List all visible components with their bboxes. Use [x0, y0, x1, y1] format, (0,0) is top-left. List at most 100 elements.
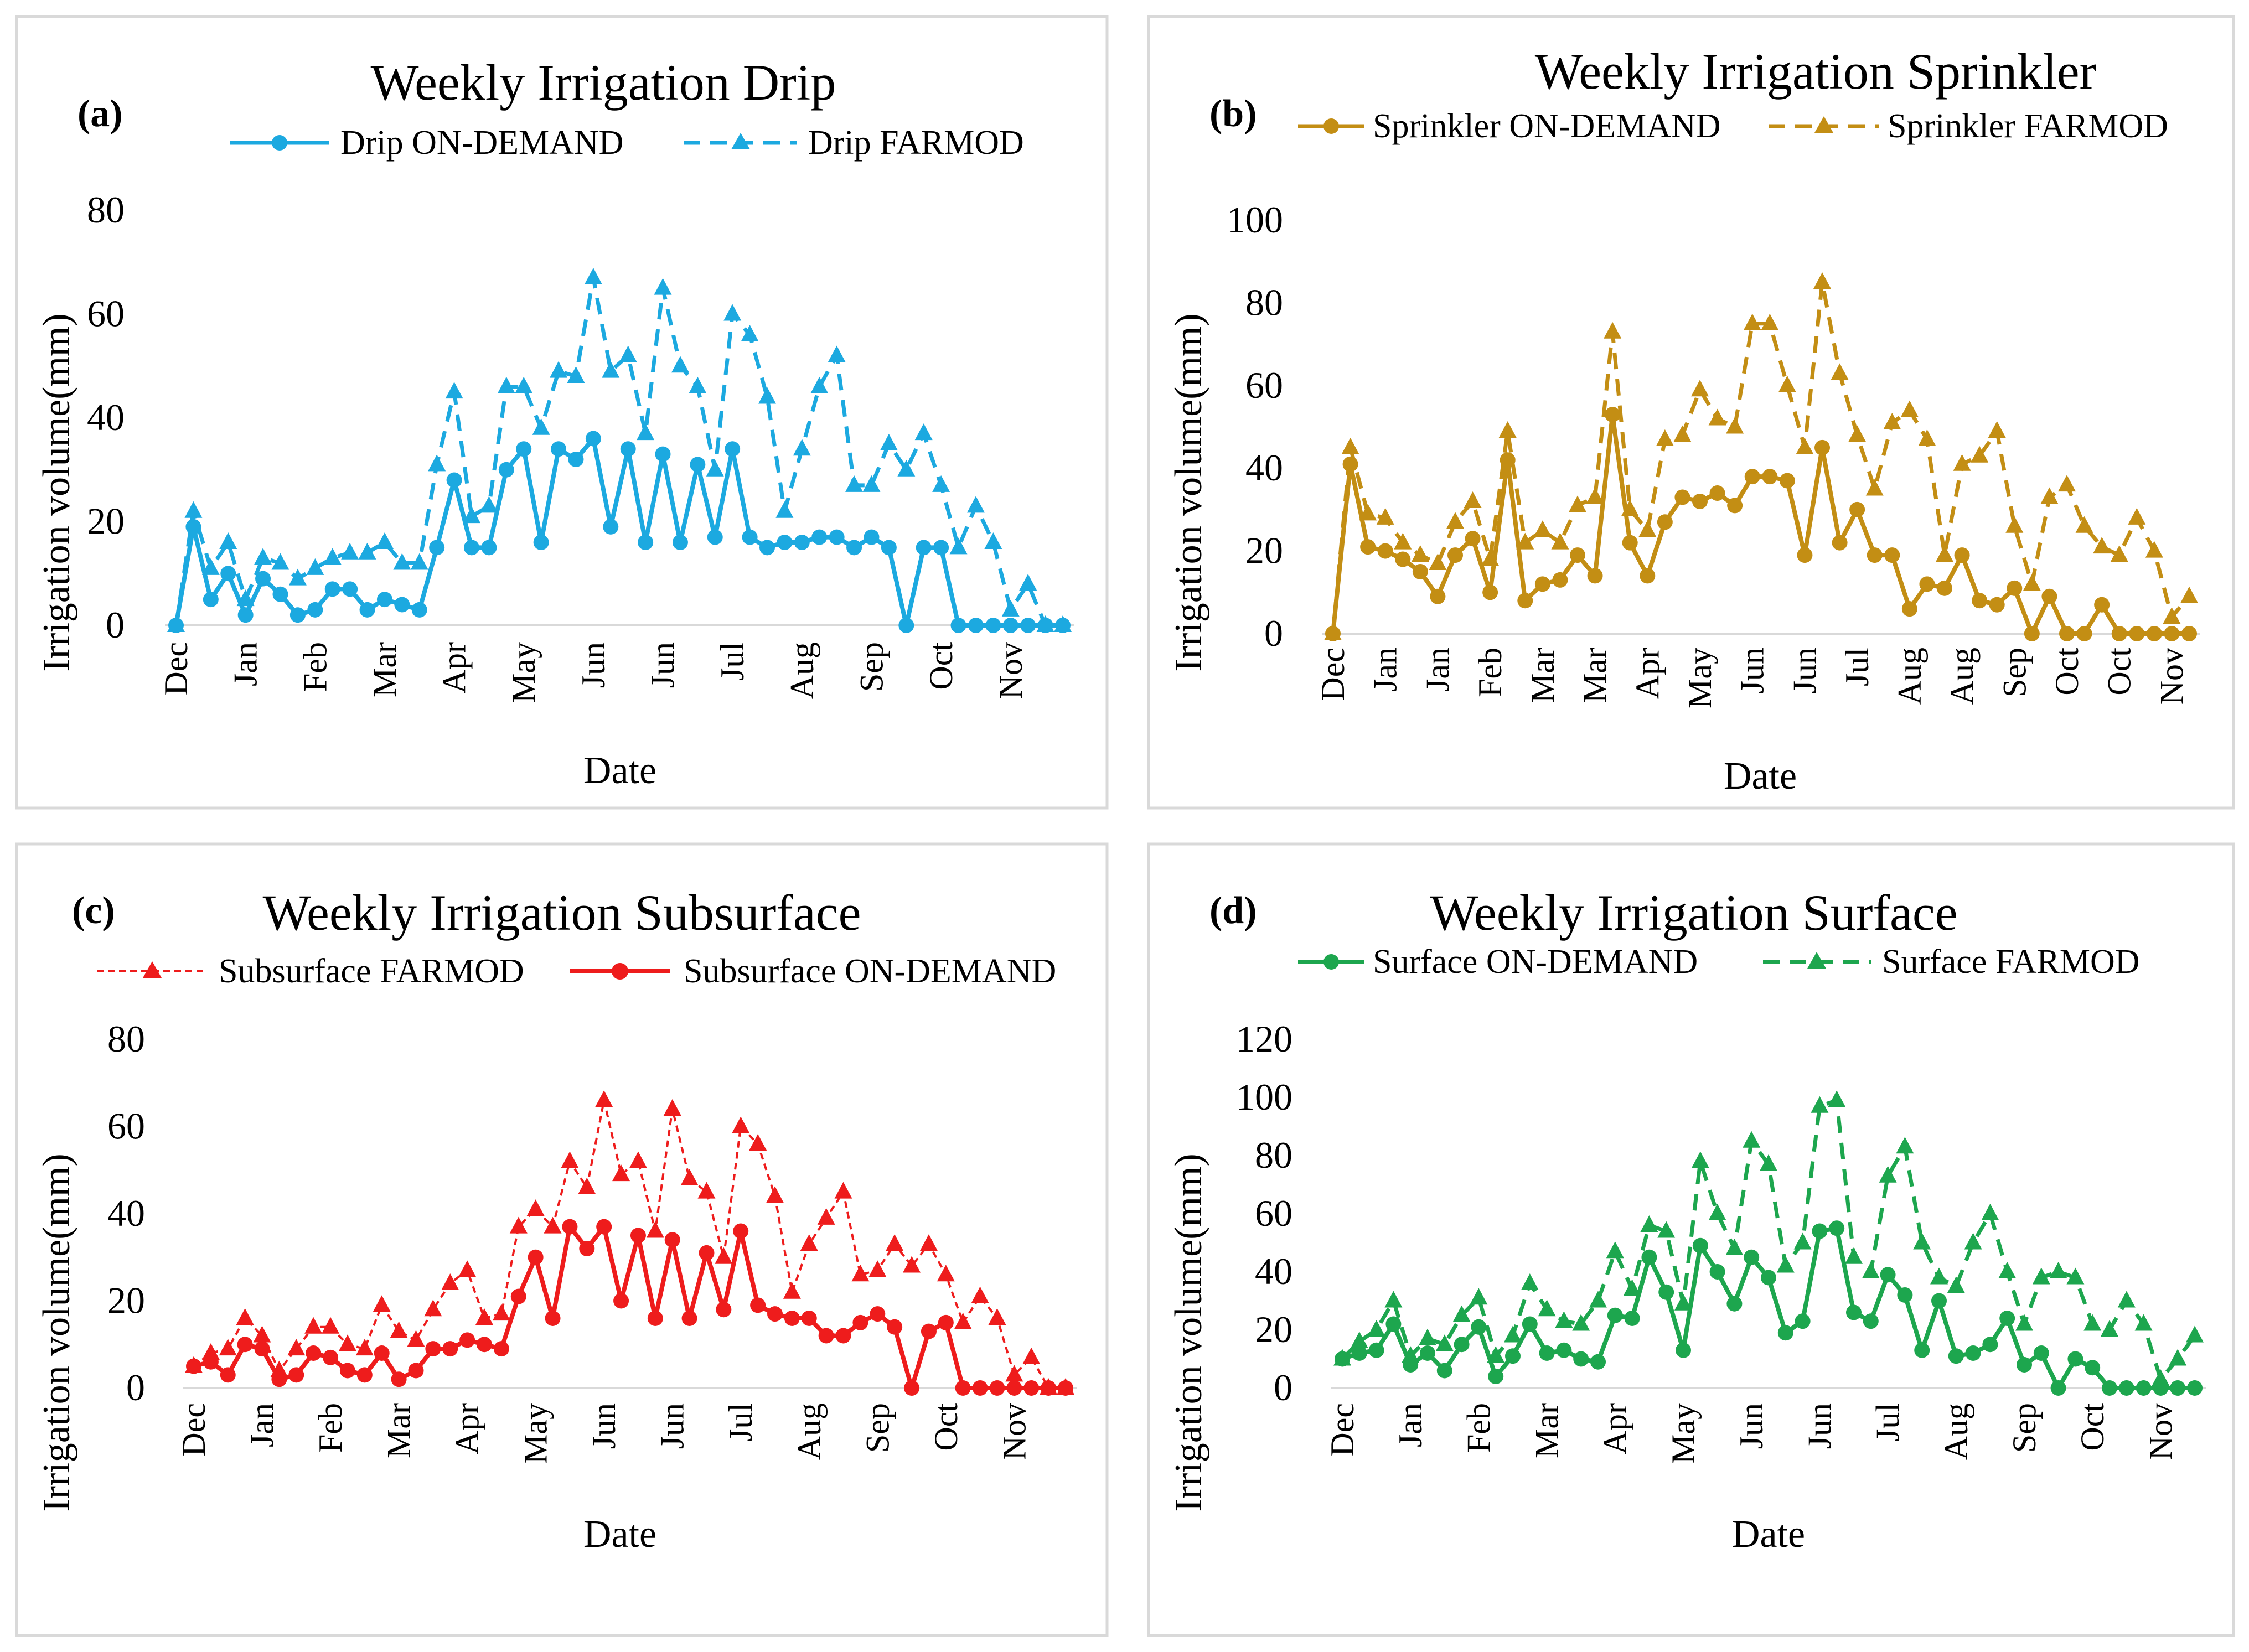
panel-frame — [1147, 842, 2235, 1637]
data-point — [972, 1380, 988, 1396]
data-point — [1488, 1369, 1504, 1384]
data-point — [458, 1260, 477, 1277]
x-tick-label: Mar — [366, 642, 403, 697]
data-point — [1419, 1328, 1436, 1345]
data-point — [1930, 1267, 1948, 1285]
x-tick-label: Nov — [2142, 1403, 2179, 1460]
data-point — [1640, 568, 1656, 584]
data-point — [1058, 1380, 1073, 1396]
panel-label: (d) — [1209, 889, 1257, 932]
x-tick-label: Oct — [2074, 1403, 2111, 1451]
data-point — [584, 267, 602, 284]
legend-marker-farmod — [143, 961, 162, 978]
data-point — [1965, 1345, 1981, 1361]
data-point — [424, 1299, 442, 1317]
x-tick-label: Sep — [1996, 648, 2033, 697]
data-point — [359, 602, 375, 618]
x-tick-label: Feb — [297, 642, 333, 692]
legend-label-on-demand: Surface ON-DEMAND — [1373, 943, 1698, 981]
data-point — [1589, 1291, 1607, 1308]
data-point — [1900, 400, 1919, 417]
data-point — [2007, 580, 2023, 596]
data-point — [1657, 1221, 1676, 1238]
data-point — [690, 457, 706, 473]
data-point — [342, 581, 358, 597]
legend: Sprinkler ON-DEMAND Sprinkler FARMOD — [1298, 107, 2168, 145]
data-point — [1692, 1237, 1708, 1254]
data-point — [647, 1311, 663, 1326]
data-point — [323, 548, 342, 565]
data-point — [707, 529, 723, 545]
data-point — [1919, 576, 1935, 592]
data-point — [1377, 543, 1393, 559]
data-point — [1828, 1090, 1846, 1107]
data-point — [1384, 1291, 1403, 1308]
data-point — [1762, 469, 1778, 485]
data-point — [236, 1308, 254, 1325]
x-tick-label: Jul — [1839, 648, 1875, 686]
y-tick-label: 60 — [107, 1105, 145, 1147]
data-point — [1464, 491, 1482, 508]
data-point — [1744, 469, 1760, 485]
data-point — [1573, 1351, 1589, 1367]
x-tick-label: Jun — [654, 1403, 691, 1449]
legend-marker-farmod — [1807, 952, 1826, 969]
x-tick-label: Oct — [2049, 648, 2085, 696]
data-point — [1539, 1345, 1555, 1361]
data-point — [1814, 439, 1830, 455]
data-point — [441, 1273, 459, 1290]
data-point — [237, 1337, 253, 1353]
data-point — [1640, 1215, 1658, 1232]
data-point — [664, 1232, 680, 1248]
data-point — [1022, 1347, 1041, 1364]
data-point — [817, 1208, 835, 1225]
data-point — [985, 618, 1001, 633]
data-point — [322, 1317, 340, 1334]
data-point — [1656, 429, 1674, 446]
x-tick-label: Nov — [996, 1403, 1032, 1460]
x-tick-label: Aug — [1938, 1403, 1974, 1460]
data-point — [1914, 1342, 1930, 1358]
data-point — [1954, 547, 1970, 563]
data-point — [338, 1334, 356, 1351]
data-point — [968, 618, 984, 633]
data-point — [971, 1286, 989, 1303]
data-point — [603, 519, 619, 535]
data-point — [411, 602, 427, 618]
x-tick-label: Nov — [992, 642, 1029, 699]
data-point — [1692, 493, 1708, 509]
data-point — [220, 566, 236, 582]
data-point — [868, 1260, 887, 1277]
data-point — [203, 592, 219, 608]
data-point — [1622, 535, 1638, 551]
data-point — [898, 618, 914, 633]
data-point — [271, 553, 289, 570]
data-point — [1947, 1276, 1965, 1293]
data-point — [1849, 501, 1865, 517]
y-tick-label: 60 — [1245, 364, 1283, 406]
data-point — [1555, 1311, 1573, 1328]
data-point — [1368, 1342, 1384, 1358]
x-axis-label: Date — [583, 749, 656, 792]
data-point — [1504, 1325, 1522, 1343]
data-point — [1471, 1319, 1487, 1335]
data-point — [271, 1371, 287, 1387]
data-point — [2111, 626, 2127, 641]
data-point — [1972, 593, 1988, 609]
legend-label-on-demand: Subsurface ON-DEMAND — [684, 952, 1056, 990]
data-point — [201, 558, 220, 575]
data-point — [1452, 1305, 1471, 1322]
data-point — [1708, 1204, 1726, 1220]
data-point — [2118, 1380, 2134, 1396]
panel-d: (d) Weekly Irrigation Surface Surface ON… — [1147, 842, 2235, 1637]
data-point — [323, 1349, 339, 1365]
data-point — [733, 1223, 749, 1239]
data-point — [1436, 1363, 1452, 1379]
data-point — [1896, 1137, 1914, 1154]
data-point — [1897, 1287, 1913, 1303]
panel-frame — [15, 15, 1109, 810]
data-point — [288, 1367, 304, 1383]
data-point — [613, 1293, 629, 1309]
data-point — [1761, 313, 1779, 330]
y-axis-label: Irrigation volume(mm) — [35, 1153, 78, 1511]
